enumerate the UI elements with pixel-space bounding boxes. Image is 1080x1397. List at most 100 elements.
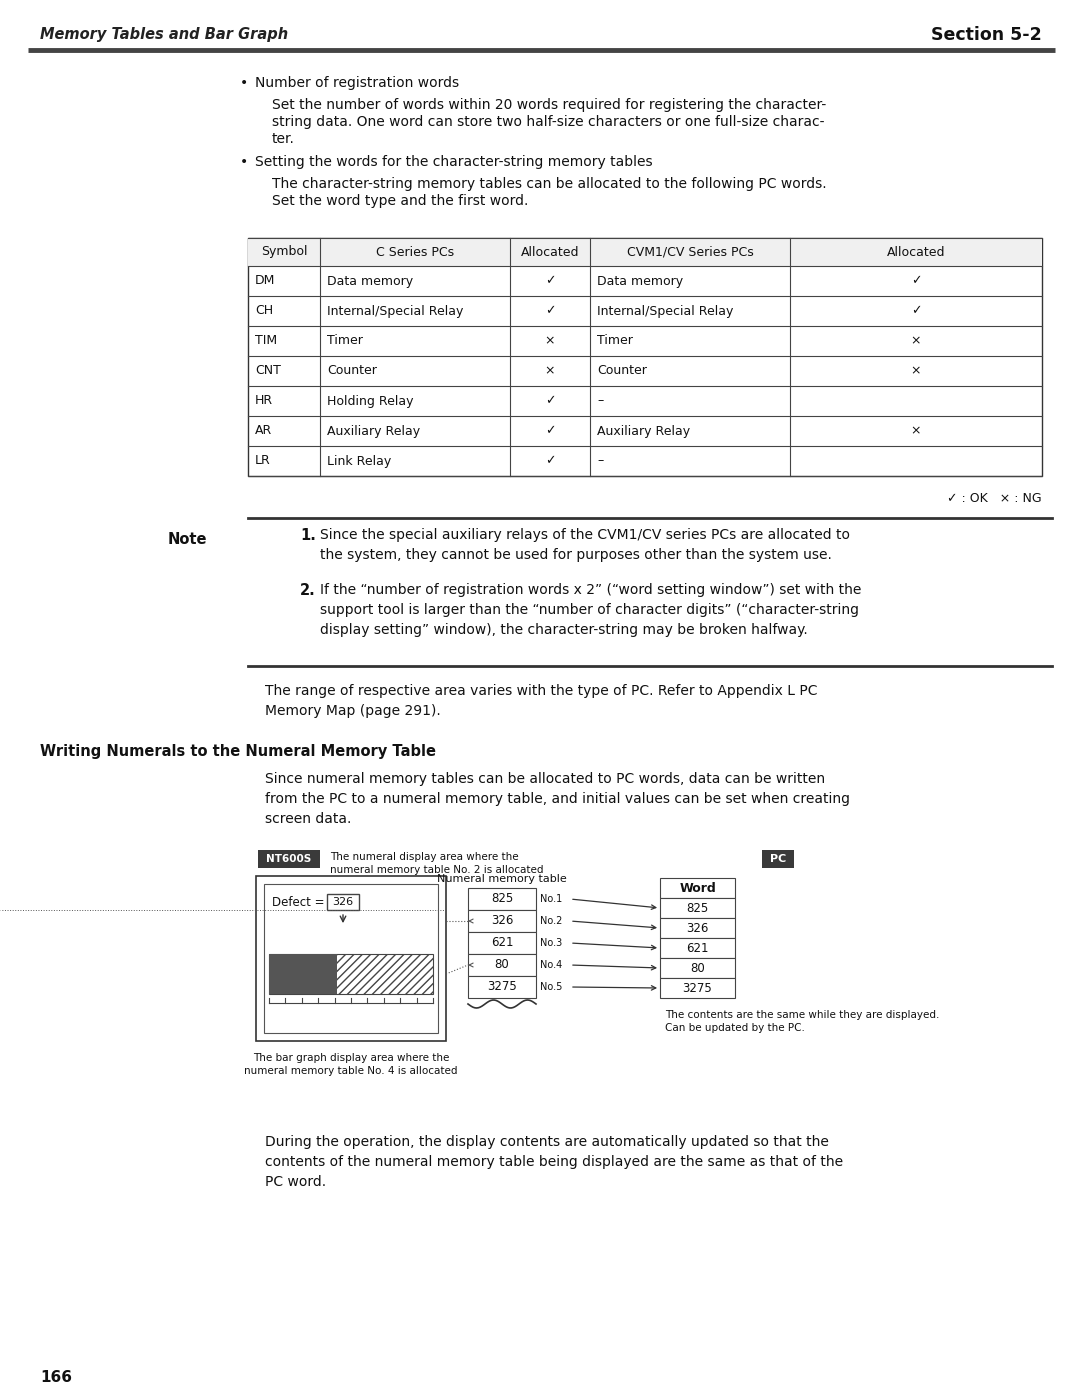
Bar	[660, 937, 735, 958]
Text: –: –	[597, 454, 604, 468]
Bar	[468, 932, 536, 954]
Text: ×: ×	[910, 334, 921, 348]
Text: Numeral memory table: Numeral memory table	[437, 875, 567, 884]
Text: string data. One word can store two half-size characters or one full-size charac: string data. One word can store two half…	[272, 115, 824, 129]
Bar	[660, 877, 735, 898]
Text: Link Relay: Link Relay	[327, 454, 391, 468]
Text: Holding Relay: Holding Relay	[327, 394, 414, 408]
Text: CH: CH	[255, 305, 273, 317]
Text: ×: ×	[544, 365, 555, 377]
Bar	[269, 954, 433, 995]
Text: ✓: ✓	[544, 274, 555, 288]
Text: 2.: 2.	[300, 583, 315, 598]
Text: 825: 825	[491, 893, 513, 905]
Text: PC: PC	[770, 854, 786, 863]
Text: Allocated: Allocated	[887, 246, 945, 258]
Text: Section 5-2: Section 5-2	[931, 27, 1042, 43]
Text: AR: AR	[255, 425, 272, 437]
Bar	[248, 237, 1042, 265]
Text: No.1: No.1	[540, 894, 563, 904]
Text: 825: 825	[687, 901, 708, 915]
Text: Since the special auxiliary relays of the CVM1/CV series PCs are allocated to
th: Since the special auxiliary relays of th…	[320, 528, 850, 562]
Text: ✓: ✓	[544, 454, 555, 468]
Text: Writing Numerals to the Numeral Memory Table: Writing Numerals to the Numeral Memory T…	[40, 745, 436, 759]
Text: ×: ×	[910, 365, 921, 377]
Text: 326: 326	[686, 922, 708, 935]
Text: 326: 326	[490, 915, 513, 928]
Text: Timer: Timer	[327, 334, 363, 348]
Text: Note: Note	[168, 532, 207, 548]
Text: 1.: 1.	[300, 528, 315, 543]
Text: •: •	[240, 75, 248, 89]
Text: Allocated: Allocated	[521, 246, 579, 258]
Text: Number of registration words: Number of registration words	[255, 75, 459, 89]
Text: 3275: 3275	[487, 981, 517, 993]
Text: ✓: ✓	[544, 425, 555, 437]
Bar	[468, 888, 536, 909]
Text: ✓ : OK   × : NG: ✓ : OK × : NG	[947, 492, 1042, 504]
Text: ✓: ✓	[910, 305, 921, 317]
Text: During the operation, the display contents are automatically updated so that the: During the operation, the display conten…	[265, 1134, 843, 1189]
Text: Internal/Special Relay: Internal/Special Relay	[597, 305, 733, 317]
Text: Since numeral memory tables can be allocated to PC words, data can be written
fr: Since numeral memory tables can be alloc…	[265, 773, 850, 826]
Text: No.2: No.2	[540, 916, 563, 926]
Bar	[660, 918, 735, 937]
Text: Data memory: Data memory	[327, 274, 414, 288]
Text: Auxiliary Relay: Auxiliary Relay	[597, 425, 690, 437]
Bar	[762, 849, 794, 868]
Text: CVM1/CV Series PCs: CVM1/CV Series PCs	[626, 246, 754, 258]
Bar	[660, 958, 735, 978]
Text: HR: HR	[255, 394, 273, 408]
Text: The bar graph display area where the
numeral memory table No. 4 is allocated: The bar graph display area where the num…	[244, 1053, 458, 1076]
Text: ×: ×	[910, 425, 921, 437]
Bar	[660, 898, 735, 918]
Text: 166: 166	[40, 1370, 72, 1384]
Text: No.5: No.5	[540, 982, 563, 992]
Text: DM: DM	[255, 274, 275, 288]
Bar	[256, 876, 446, 1041]
Text: Auxiliary Relay: Auxiliary Relay	[327, 425, 420, 437]
Text: Data memory: Data memory	[597, 274, 684, 288]
Text: •: •	[240, 155, 248, 169]
Text: Timer: Timer	[597, 334, 633, 348]
Text: ×: ×	[544, 334, 555, 348]
Text: No.3: No.3	[540, 937, 563, 949]
Text: 326: 326	[333, 897, 353, 907]
Text: The character-string memory tables can be allocated to the following PC words.: The character-string memory tables can b…	[272, 177, 826, 191]
Text: 621: 621	[490, 936, 513, 950]
Text: 80: 80	[690, 961, 705, 975]
Text: Counter: Counter	[327, 365, 377, 377]
Text: 621: 621	[686, 942, 708, 954]
Text: C Series PCs: C Series PCs	[376, 246, 454, 258]
Text: Setting the words for the character-string memory tables: Setting the words for the character-stri…	[255, 155, 652, 169]
Bar	[248, 237, 1042, 476]
Text: Symbol: Symbol	[260, 246, 307, 258]
Bar	[660, 978, 735, 997]
Text: Counter: Counter	[597, 365, 647, 377]
Text: 3275: 3275	[683, 982, 713, 995]
Text: ter.: ter.	[272, 131, 295, 147]
Text: The range of respective area varies with the type of PC. Refer to Appendix L PC
: The range of respective area varies with…	[265, 685, 818, 718]
Text: –: –	[597, 394, 604, 408]
Text: Set the word type and the first word.: Set the word type and the first word.	[272, 194, 528, 208]
Bar	[468, 954, 536, 977]
Bar	[269, 954, 337, 995]
Text: TIM: TIM	[255, 334, 278, 348]
Text: If the “number of registration words x 2” (“word setting window”) set with the
s: If the “number of registration words x 2…	[320, 583, 862, 637]
Text: Word: Word	[679, 882, 716, 894]
Text: The contents are the same while they are displayed.
Can be updated by the PC.: The contents are the same while they are…	[665, 1010, 940, 1034]
Text: Internal/Special Relay: Internal/Special Relay	[327, 305, 463, 317]
Bar	[264, 884, 438, 1032]
Text: ✓: ✓	[544, 305, 555, 317]
Bar	[468, 977, 536, 997]
Text: No.4: No.4	[540, 960, 563, 970]
Bar	[468, 909, 536, 932]
Bar	[327, 894, 359, 909]
Text: The numeral display area where the
numeral memory table No. 2 is allocated: The numeral display area where the numer…	[330, 852, 543, 875]
Text: NT600S: NT600S	[267, 854, 312, 863]
Bar	[258, 849, 320, 868]
Text: CNT: CNT	[255, 365, 281, 377]
Text: Defect =: Defect =	[272, 895, 324, 909]
Text: Set the number of words within 20 words required for registering the character-: Set the number of words within 20 words …	[272, 98, 826, 112]
Text: ✓: ✓	[910, 274, 921, 288]
